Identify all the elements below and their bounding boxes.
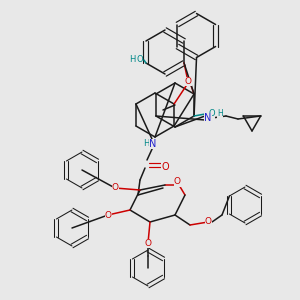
Text: N: N — [204, 113, 212, 123]
Text: O: O — [173, 178, 181, 187]
Text: O: O — [104, 211, 112, 220]
Text: H: H — [217, 110, 223, 118]
Text: O: O — [205, 218, 212, 226]
Text: O: O — [161, 162, 169, 172]
Text: O: O — [145, 238, 152, 247]
Text: H: H — [129, 55, 135, 64]
Text: O: O — [112, 184, 118, 193]
Text: H: H — [143, 140, 149, 148]
Text: N: N — [149, 139, 157, 149]
Text: O: O — [209, 110, 215, 118]
Text: O: O — [136, 55, 143, 64]
Text: O: O — [184, 76, 192, 85]
